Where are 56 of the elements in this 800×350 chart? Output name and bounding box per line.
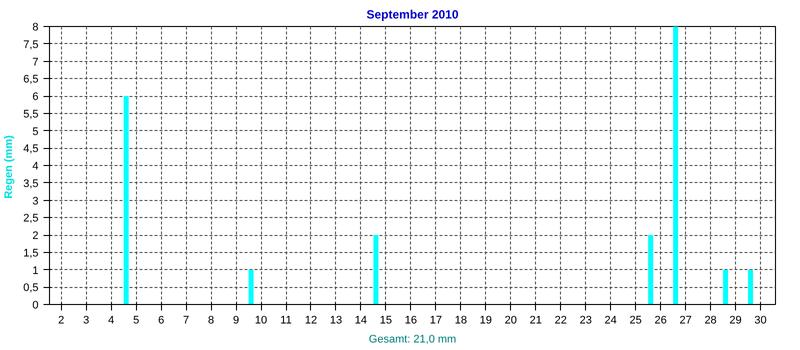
- x-tick-label: 16: [404, 314, 418, 326]
- y-tick-label: 1,5: [23, 247, 39, 260]
- x-tick-label: 6: [158, 314, 164, 326]
- x-tick-label: 20: [504, 314, 517, 326]
- x-tick-label: 2: [58, 314, 64, 326]
- x-tick-label: 23: [580, 314, 592, 326]
- x-tick-label: 3: [83, 314, 90, 326]
- y-tick-label: 5: [32, 126, 39, 138]
- y-tick-label: 7,5: [23, 38, 39, 51]
- bar: [124, 96, 129, 304]
- x-tick-label: 7: [183, 314, 190, 326]
- y-tick-label: 0,5: [23, 282, 39, 294]
- x-tick-label: 30: [754, 314, 767, 326]
- x-tick-label: 5: [133, 314, 140, 326]
- y-tick-label: 4,5: [23, 143, 39, 156]
- x-tick-label: 17: [430, 314, 442, 326]
- chart-title: September 2010: [366, 8, 459, 22]
- x-tick-label: 21: [530, 314, 542, 326]
- x-tick-label: 15: [380, 314, 392, 326]
- x-tick-label: 26: [654, 314, 667, 326]
- y-tick-label: 2,5: [23, 212, 39, 225]
- x-tick-label: 14: [354, 314, 368, 326]
- bar: [248, 270, 254, 304]
- x-tick-label: 29: [729, 314, 742, 326]
- x-tick-label: 25: [630, 314, 642, 326]
- x-tick-label: 27: [679, 314, 692, 326]
- y-tick-label: 2: [32, 230, 39, 242]
- x-tick-label: 19: [480, 314, 492, 326]
- y-tick-label: 8: [32, 22, 39, 34]
- x-tick-label: 18: [454, 314, 467, 326]
- x-tick-label: 24: [604, 314, 617, 326]
- x-tick-label: 8: [208, 314, 214, 326]
- y-tick-label: 3,5: [23, 178, 39, 190]
- x-tick-label: 28: [704, 314, 717, 326]
- x-tick-label: 12: [304, 314, 318, 326]
- y-tick-label: 1: [32, 264, 39, 277]
- y-tick-label: 6,5: [23, 74, 39, 86]
- x-tick-label: 22: [554, 314, 567, 326]
- y-tick-label: 7: [32, 56, 39, 68]
- bar: [673, 26, 678, 304]
- x-tick-label: 11: [280, 314, 292, 326]
- bar: [723, 270, 728, 304]
- y-tick-label: 4: [32, 160, 39, 172]
- text: Gesamt: 21,0 mm: [368, 334, 456, 346]
- x-tick-label: 13: [330, 314, 342, 326]
- bar: [748, 270, 754, 304]
- y-tick-label: 6: [32, 91, 39, 103]
- y-axis-title: Regen (mm): [3, 134, 16, 199]
- y-tick-label: 5,5: [23, 108, 39, 120]
- x-tick-label: 9: [233, 314, 240, 326]
- bar: [648, 235, 654, 304]
- x-tick-label: 4: [108, 314, 114, 326]
- bar: [373, 235, 378, 304]
- y-tick-label: 0: [32, 300, 39, 312]
- y-tick-label: 3: [32, 195, 39, 208]
- x-tick-label: 10: [254, 314, 268, 326]
